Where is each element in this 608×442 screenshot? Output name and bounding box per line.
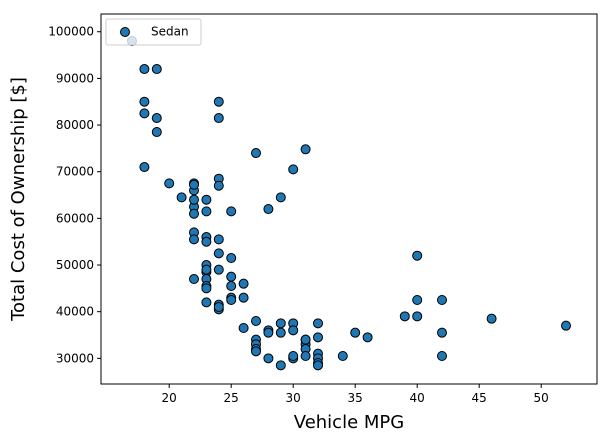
x-tick-label: 35	[348, 391, 363, 405]
data-point	[412, 311, 423, 322]
data-point	[561, 320, 571, 331]
data-point	[337, 351, 348, 362]
y-tick-label: 70000	[56, 165, 94, 179]
data-point	[176, 192, 187, 203]
data-point	[437, 351, 447, 362]
data-point	[226, 271, 237, 282]
y-tick-label: 100000	[48, 25, 94, 39]
data-point	[486, 313, 497, 324]
data-point	[300, 334, 311, 345]
data-point	[213, 113, 224, 124]
data-point	[201, 206, 212, 217]
data-point	[399, 311, 410, 322]
data-point	[300, 144, 311, 155]
x-tick-label: 20	[162, 391, 177, 405]
data-point	[226, 281, 237, 292]
data-point	[139, 64, 150, 75]
data-point	[288, 164, 299, 175]
data-point	[189, 234, 199, 245]
y-tick-label: 40000	[56, 305, 94, 319]
data-point	[226, 253, 237, 264]
y-tick-label: 90000	[56, 71, 94, 85]
data-point	[412, 250, 423, 261]
data-point	[288, 325, 299, 336]
plot-frame	[100, 13, 598, 385]
x-tick-label: 45	[472, 391, 487, 405]
data-point	[251, 346, 261, 357]
x-tick-label: 50	[534, 391, 549, 405]
data-point	[189, 179, 199, 190]
series-points	[127, 36, 571, 371]
data-point	[151, 127, 162, 138]
data-point	[201, 297, 212, 308]
data-point	[226, 206, 237, 217]
data-point	[201, 236, 212, 247]
data-point	[189, 274, 199, 285]
x-axis-label: Vehicle MPG	[294, 412, 404, 433]
data-point	[189, 194, 199, 205]
data-point	[201, 264, 212, 275]
data-point	[213, 234, 224, 245]
y-tick-label: 80000	[56, 118, 94, 132]
data-point	[139, 96, 150, 107]
y-axis-ticks: 30000 40000 50000 60000 70000 80000 90000 10000…	[48, 25, 101, 365]
legend-marker	[120, 27, 130, 37]
data-point	[437, 295, 447, 306]
data-point	[275, 360, 286, 371]
data-point	[263, 204, 274, 215]
data-point	[275, 318, 286, 329]
data-point	[350, 327, 361, 338]
data-point	[263, 327, 274, 338]
data-point	[201, 283, 212, 294]
legend: Sedan	[105, 18, 202, 46]
data-point	[213, 96, 224, 107]
data-point	[313, 360, 323, 371]
data-point	[139, 108, 150, 119]
data-point	[189, 208, 199, 219]
x-axis-ticks: 20 25 30 35 40 45 50	[162, 384, 549, 405]
x-tick-label: 40	[410, 391, 425, 405]
data-point	[313, 332, 323, 343]
x-tick-label: 30	[286, 391, 301, 405]
y-axis-label: Total Cost of Ownership [$]	[8, 77, 29, 322]
data-point	[164, 178, 175, 189]
data-point	[151, 64, 162, 75]
data-point	[300, 351, 311, 362]
plot-area	[100, 13, 598, 385]
x-tick-label: 25	[224, 391, 239, 405]
legend-box	[105, 18, 202, 46]
data-point	[151, 113, 162, 124]
y-tick-label: 60000	[56, 211, 94, 225]
legend-label: Sedan	[151, 25, 189, 39]
data-point	[238, 292, 249, 303]
y-tick-label: 30000	[56, 351, 94, 365]
data-point	[275, 192, 286, 203]
data-point	[226, 295, 237, 306]
data-point	[139, 162, 150, 173]
data-point	[437, 327, 447, 338]
data-point	[275, 327, 286, 338]
data-point	[251, 316, 261, 327]
data-point	[288, 351, 299, 362]
data-point	[213, 302, 224, 313]
data-point	[213, 264, 224, 275]
data-point	[362, 332, 373, 343]
data-point	[412, 295, 423, 306]
data-point	[201, 194, 212, 205]
data-point	[313, 318, 323, 329]
data-point	[213, 180, 224, 191]
data-point	[251, 148, 261, 159]
data-point	[238, 278, 249, 289]
data-point	[213, 248, 224, 259]
data-point	[263, 353, 274, 364]
data-point	[238, 323, 249, 334]
y-tick-label: 50000	[56, 258, 94, 272]
